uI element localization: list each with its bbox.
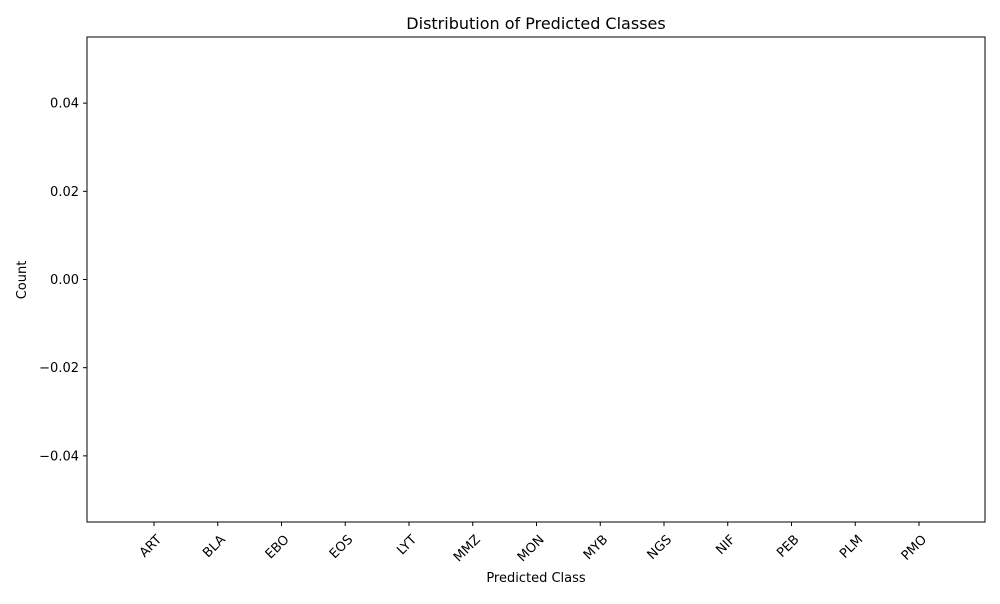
x-tick-label: ART bbox=[137, 532, 165, 560]
x-tick-label: MON bbox=[515, 532, 548, 565]
chart-title: Distribution of Predicted Classes bbox=[406, 14, 665, 33]
x-tick-label: BLA bbox=[200, 532, 229, 561]
x-tick-label: NIF bbox=[713, 532, 738, 557]
y-tick-label: 0.00 bbox=[50, 273, 79, 288]
y-tick-label: 0.04 bbox=[50, 97, 79, 112]
x-tick-label: PLM bbox=[837, 532, 866, 561]
x-tick-label: MMZ bbox=[451, 532, 484, 565]
y-axis: 0.04 0.02 0.00 −0.02 −0.04 bbox=[39, 97, 87, 464]
x-axis: ART BLA EBO EOS LYT MMZ MON MYB NGS NIF PEB PLM PMO bbox=[137, 522, 930, 565]
y-tick-label: −0.02 bbox=[39, 361, 79, 376]
x-tick-label: EBO bbox=[263, 532, 293, 562]
plot-area-frame bbox=[86, 36, 986, 523]
y-axis-label: Count bbox=[15, 261, 30, 300]
x-tick-label: PMO bbox=[899, 532, 930, 563]
x-tick-label: EOS bbox=[327, 532, 356, 561]
x-tick-label: LYT bbox=[394, 532, 420, 558]
x-axis-label: Predicted Class bbox=[486, 571, 586, 586]
y-tick-label: 0.02 bbox=[50, 185, 79, 200]
x-tick-label: NGS bbox=[645, 532, 675, 562]
x-tick-label: PEB bbox=[774, 532, 802, 560]
x-tick-label: MYB bbox=[581, 532, 611, 562]
y-tick-label: −0.04 bbox=[39, 449, 79, 464]
